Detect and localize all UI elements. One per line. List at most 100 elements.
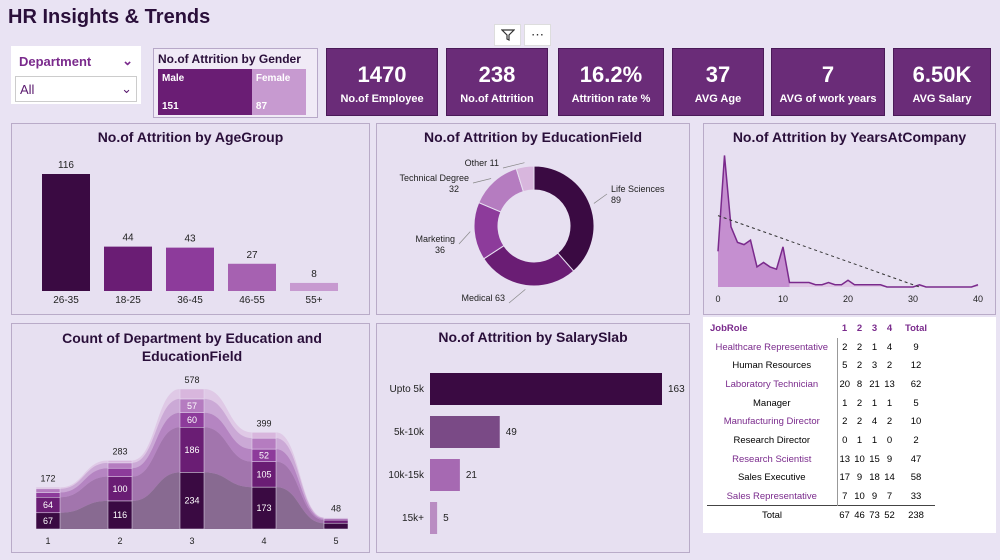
cell: 13 [884,378,895,390]
cell: 15 [869,453,880,465]
ribbon-segment [179,427,205,473]
bar-value-label: 116 [58,160,74,171]
cell: 20 [836,375,852,394]
slice-value: 36 [435,245,445,255]
matrix-header[interactable]: 1 [841,322,848,334]
male-value: 151 [162,101,179,112]
ribbon-band [276,432,324,518]
leader-line [458,231,471,245]
cell: 0 [886,434,893,446]
ribbon-band [60,468,108,498]
bar-value-label: 49 [506,427,518,438]
department-education-chart-panel: Count of Department by Education and Edu… [11,323,370,553]
cell: 8 [856,378,863,390]
slicer-header[interactable]: Department ⌄ [15,48,137,74]
ribbon-segment [251,432,277,439]
ribbon-segment [323,517,349,519]
cell: 9 [886,453,893,465]
y-tick-label: Upto 5k [390,384,425,395]
female-bar[interactable]: Female 87 [251,69,306,115]
bar-value-label: 21 [466,470,478,481]
cell: 2 [856,360,863,372]
kpi-card-attrition: 238 No.of Attrition [446,48,548,116]
x-tick-label: 40 [973,294,983,304]
cell: 4 [871,416,878,428]
x-tick-label: 5 [333,536,338,546]
x-tick-label: 4 [261,536,266,546]
cell: 73 [867,505,882,525]
years-at-company-chart-panel: No.of Attrition by YearsAtCompany 0 10 20 3… [703,123,996,315]
row-label: Total [707,505,837,525]
matrix-header[interactable]: 3 [871,322,878,334]
x-tick-label: 18-25 [115,295,141,306]
salary-bar [430,502,438,534]
department-ribbon-chart: 67 64 172 1 116 100 283 2 234 186 60 57 578 3 173 105 52… [35,375,349,546]
ribbon-segment [179,388,205,400]
segment-value-label: 100 [112,484,127,494]
row-label: Manufacturing Director [723,416,820,428]
ribbon-segment [107,500,133,530]
ribbon-band [204,472,252,529]
male-bar[interactable]: Male 151 [158,69,252,115]
bar-value-label: 163 [668,384,685,395]
slice-label: Marketing [415,234,455,244]
table-row: Human Resources 5 2 3 2 12 [707,356,935,376]
cell: 1 [871,434,878,446]
bar-value-label: 27 [246,250,258,261]
cell: 10 [854,490,865,502]
kpi-value: 37 [705,62,731,87]
filter-icon[interactable] [494,24,521,46]
chevron-down-icon[interactable]: ⌄ [122,53,133,68]
row-label: Manager [753,397,791,409]
cell: 2 [836,412,852,432]
slice-label: Medical 63 [461,293,505,303]
cell: 46 [852,505,867,525]
more-options-icon[interactable]: ⋯ [524,24,551,46]
total-label: 283 [112,446,127,456]
cell: 1 [871,397,878,409]
cell: 0 [836,431,852,450]
cell: 1 [871,341,878,353]
female-value: 87 [255,101,268,112]
matrix-header[interactable]: 4 [886,322,893,334]
cell: 2 [913,434,919,446]
age-group-chart-panel: No.of Attrition by AgeGroup 116 26-35 44 18… [11,123,370,315]
visual-header-toolbar: ⋯ [494,24,551,46]
cell: 9 [856,472,863,484]
ribbon-segment [107,476,133,502]
cell: 2 [886,416,893,428]
cell: 238 [897,505,935,525]
y-tick-label: 10k-15k [388,470,425,481]
x-tick-label: 1 [45,536,50,546]
ribbon-band [204,398,252,450]
chart-title: No.of Attrition by EducationField [423,129,643,145]
segment-value-label: 67 [43,516,53,526]
chart-title: No.of Attrition by YearsAtCompany [732,129,967,145]
years-at-company-chart: 0 10 20 30 40 [715,155,983,304]
cell: 4 [886,341,893,353]
matrix-header[interactable]: Total [905,322,927,334]
matrix-header[interactable]: 2 [856,322,863,334]
cell: 9 [913,341,919,353]
ribbon-band [204,389,252,439]
age-bar [42,174,90,291]
cell: 67 [837,505,852,525]
cell: 2 [856,397,863,409]
segment-value-label: 52 [259,450,269,460]
table-row: Healthcare Representative 2 2 1 4 9 [707,337,935,357]
x-tick-label: 36-45 [177,295,203,306]
donut-slice [478,168,525,213]
x-tick-label: 2 [117,536,122,546]
bar-value-label: 43 [184,234,196,245]
matrix-header[interactable]: JobRole [710,322,748,334]
slicer-value: All [20,81,35,97]
cell: 10 [854,453,865,465]
row-label: Research Scientist [732,453,812,465]
slicer-dropdown[interactable]: All ⌄ [15,76,137,102]
ribbon-segment [107,462,133,469]
salary-slab-chart-panel: No.of Attrition by SalarySlab Upto 5k 163… [376,323,690,553]
department-slicer[interactable]: Department ⌄ All ⌄ [11,46,141,104]
table-row: Manager 1 2 1 1 5 [707,393,935,413]
table-row: Manufacturing Director 2 2 4 2 10 [707,412,935,432]
salary-bar [430,459,460,491]
